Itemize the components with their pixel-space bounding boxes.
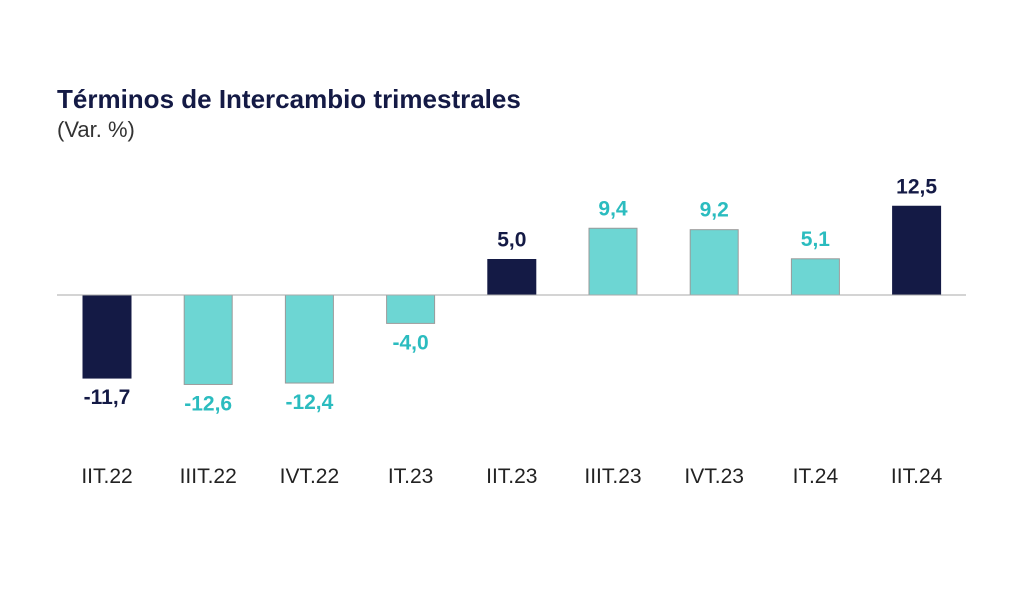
value-label: 9,2 [700,199,729,222]
category-label: IIT.24 [891,465,943,488]
category-label: IVT.22 [280,465,340,488]
category-label: IIT.23 [486,465,537,488]
chart-subtitle: (Var. %) [57,117,135,142]
value-label: -12,6 [184,392,232,415]
value-label: 9,4 [598,197,628,220]
chart-title: Términos de Intercambio trimestrales [57,84,521,114]
category-label: IVT.23 [684,465,744,488]
value-label: -12,4 [285,391,333,414]
category-label: IT.23 [388,465,434,488]
bar-IIIT.23 [588,227,638,296]
bar-IT.23 [386,294,436,324]
bar-IIT.24 [892,205,942,296]
value-label: 12,5 [896,175,937,198]
bar-IIT.23 [487,259,537,296]
value-label: 5,0 [497,229,526,252]
bar-IIT.22 [82,294,132,379]
labels-layer: -11,7 IIT.22 -12,6 IIIT.22 -12,4 IVT.22 -4,0 IT… [81,175,942,488]
bar-IVT.23 [689,229,739,296]
bar-IVT.22 [284,294,334,384]
bar-IT.24 [790,258,840,296]
bar-IIIT.22 [183,294,233,385]
value-label: -11,7 [84,386,131,409]
category-label: IIIT.22 [180,465,237,488]
value-label: 5,1 [801,228,831,251]
category-label: IT.24 [793,465,839,488]
category-label: IIT.22 [81,465,132,488]
category-label: IIIT.23 [584,465,641,488]
value-label: -4,0 [393,331,429,354]
